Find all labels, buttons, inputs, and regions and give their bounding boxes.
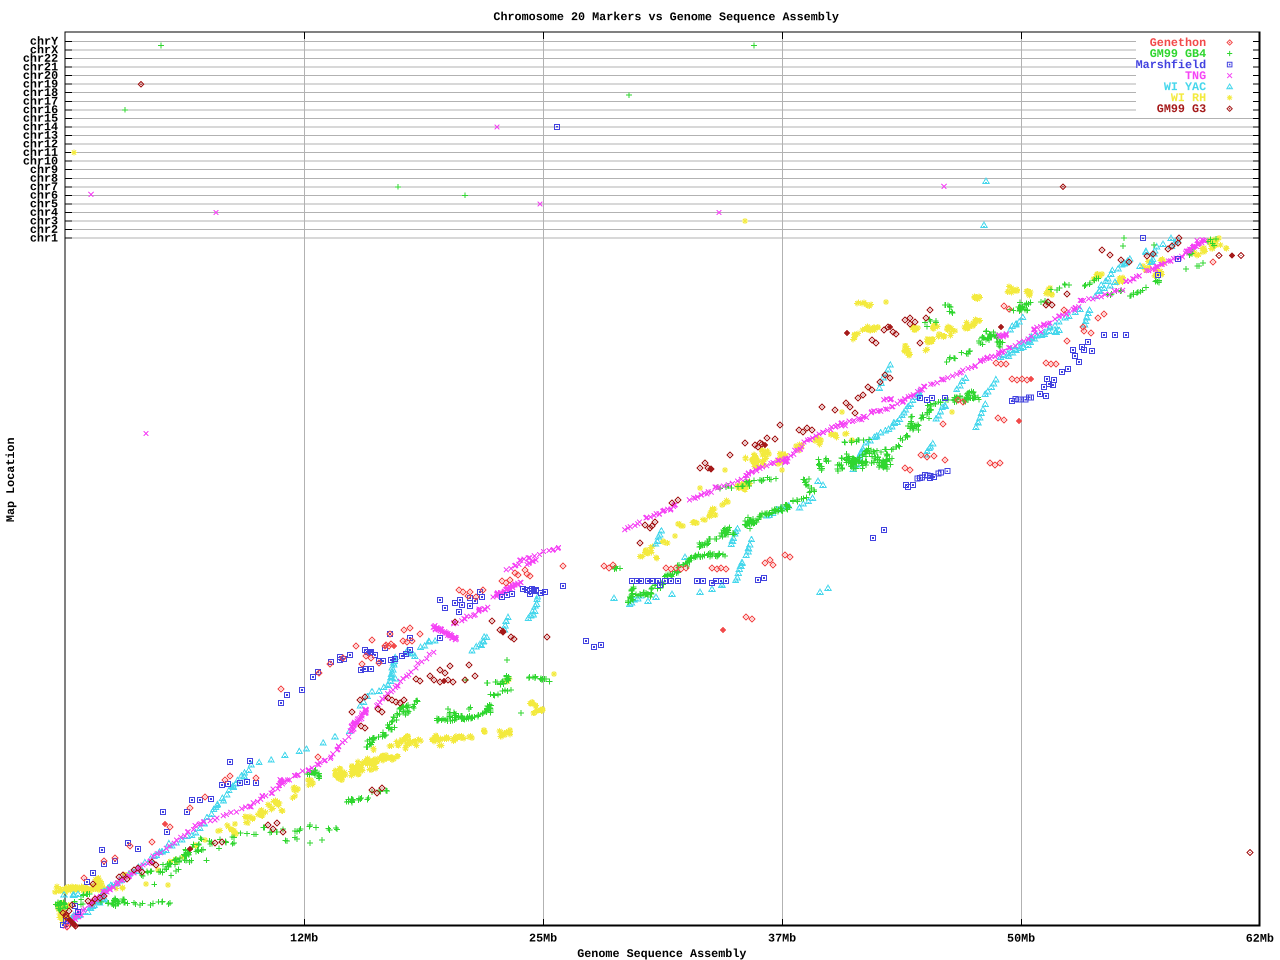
svg-text:chr6: chr6 [30,189,58,203]
svg-text:chr21: chr21 [23,60,58,74]
svg-text:Chromosome 20 Markers vs Genom: Chromosome 20 Markers vs Genome Sequence… [493,10,839,24]
svg-text:chr13: chr13 [23,129,58,143]
svg-text:chrY: chrY [30,35,59,49]
svg-text:chr22: chr22 [23,52,58,66]
svg-text:WI YAC: WI YAC [1164,80,1206,94]
svg-text:chrX: chrX [30,43,59,57]
svg-text:chr12: chr12 [23,137,58,151]
svg-text:62Mb: 62Mb [1246,932,1274,946]
svg-text:GM99 GB4: GM99 GB4 [1150,47,1206,61]
svg-text:Genome Sequence Assembly: Genome Sequence Assembly [577,947,746,960]
svg-text:chr17: chr17 [23,95,58,109]
svg-text:chr5: chr5 [30,197,58,211]
svg-text:Marshfield: Marshfield [1136,58,1207,72]
svg-text:chr14: chr14 [23,120,58,134]
svg-text:GM99 G3: GM99 G3 [1157,102,1206,116]
svg-text:chr10: chr10 [23,154,58,168]
svg-text:12Mb: 12Mb [290,931,318,945]
svg-text:WI RH: WI RH [1171,91,1206,105]
svg-text:chr20: chr20 [23,69,58,83]
svg-text:chr18: chr18 [23,86,58,100]
svg-text:chr11: chr11 [23,146,58,160]
svg-text:chr19: chr19 [23,77,58,91]
svg-text:TNG: TNG [1185,69,1206,83]
svg-text:chr3: chr3 [30,214,58,228]
svg-text:chr1: chr1 [30,231,58,245]
svg-text:chr4: chr4 [30,206,58,220]
svg-text:Genethon: Genethon [1150,36,1206,50]
svg-text:50Mb: 50Mb [1007,932,1035,946]
svg-text:Map Location: Map Location [4,437,18,522]
svg-text:chr16: chr16 [23,103,58,117]
svg-text:chr7: chr7 [30,180,58,194]
svg-text:chr9: chr9 [30,163,58,177]
svg-text:chr15: chr15 [23,112,58,126]
svg-text:chr2: chr2 [30,223,58,237]
svg-text:chr8: chr8 [30,172,58,186]
svg-text:25Mb: 25Mb [529,931,557,945]
svg-text:37Mb: 37Mb [768,932,796,946]
